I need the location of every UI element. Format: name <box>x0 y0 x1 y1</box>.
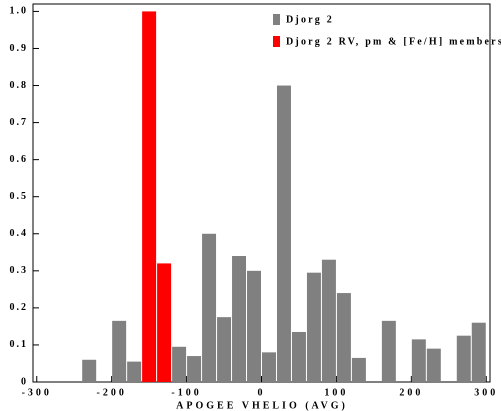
histogram-bar <box>202 233 217 382</box>
y-tick-label: 0.9 <box>10 43 29 54</box>
histogram-bar <box>456 335 471 382</box>
y-tick-label: 0.7 <box>10 117 29 128</box>
y-tick-label: 0.5 <box>10 191 29 202</box>
x-tick-label: 0 <box>258 387 266 398</box>
x-tick-label: 100 <box>324 387 348 398</box>
x-tick-label: 200 <box>399 387 423 398</box>
y-tick-label: 0.6 <box>10 154 29 165</box>
histogram-bar <box>321 259 336 382</box>
histogram-bar <box>291 331 306 382</box>
x-tick-label: -300 <box>22 387 52 398</box>
x-tick-label: -100 <box>171 387 201 398</box>
histogram-bar <box>247 270 261 382</box>
histogram-bar <box>142 11 157 382</box>
histogram-bar <box>217 317 232 382</box>
y-tick-label: 0.8 <box>10 80 29 91</box>
histogram-bar <box>381 320 396 382</box>
legend-label: Djorg 2 <box>286 14 334 25</box>
y-tick-label: 1.0 <box>10 6 29 17</box>
histogram-bar <box>336 293 351 382</box>
histogram-bar <box>262 352 276 382</box>
histogram-bar <box>172 346 187 382</box>
histogram-bar <box>351 357 366 382</box>
y-tick-label: 0 <box>21 376 28 387</box>
legend-swatch <box>273 14 280 25</box>
histogram-bar <box>306 272 321 382</box>
y-tick-label: 0.1 <box>10 339 29 350</box>
histogram-bar <box>82 359 97 382</box>
histogram-bar <box>187 356 202 382</box>
plot-frame <box>32 3 491 383</box>
legend-swatch <box>273 36 280 47</box>
histogram-bar <box>426 348 441 382</box>
histogram-bar <box>157 263 172 382</box>
y-tick-label: 0.2 <box>10 302 29 313</box>
histogram-bar <box>112 320 127 382</box>
y-tick-label: 0.4 <box>10 228 29 239</box>
x-axis-label: APOGEE VHELIO (AVG) <box>176 400 348 411</box>
y-tick-label: 0.3 <box>10 265 29 276</box>
histogram-bar <box>411 339 426 382</box>
x-tick-label: 300 <box>474 387 498 398</box>
histogram-bar <box>471 322 486 382</box>
histogram-bar <box>276 85 291 382</box>
legend-label: Djorg 2 RV, pm & [Fe/H] members <box>286 36 501 47</box>
histogram-bar <box>127 361 142 382</box>
histogram-bar <box>232 256 247 382</box>
x-tick-label: -200 <box>96 387 126 398</box>
